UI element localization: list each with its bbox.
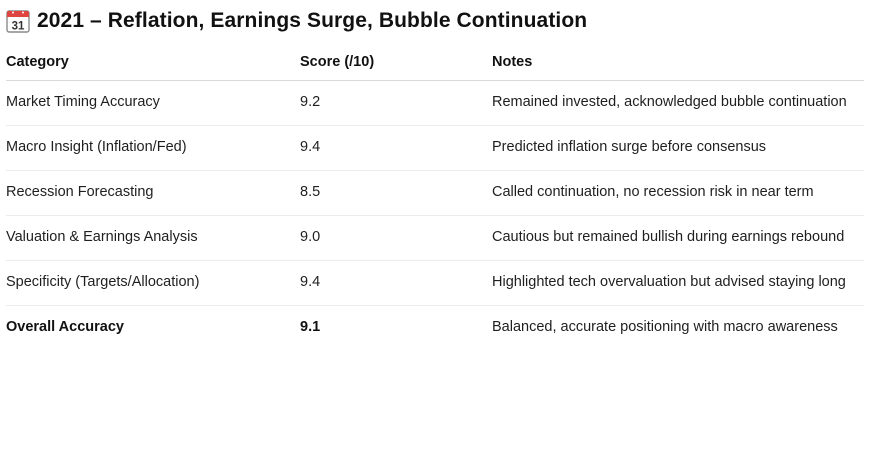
score-cell: 9.4 (300, 274, 321, 290)
page-title: 2021 – Reflation, Earnings Surge, Bubble… (37, 9, 588, 32)
calendar-icon: 31 (6, 10, 30, 33)
notes-cell: Predicted inflation surge before consens… (492, 139, 767, 155)
calendar-icon-day: 31 (12, 21, 25, 33)
notes-cell-overall: Balanced, accurate positioning with macr… (492, 319, 838, 335)
column-header-notes: Notes (492, 44, 864, 81)
score-cell: 9.2 (300, 94, 321, 110)
table-row: Recession Forecasting 8.5 Called continu… (6, 170, 864, 216)
table-header-row: Category Score (/10) Notes (6, 44, 864, 81)
category-cell: Specificity (Targets/Allocation) (6, 274, 200, 290)
category-cell: Recession Forecasting (6, 184, 154, 200)
score-cell: 9.0 (300, 229, 321, 245)
notes-cell: Cautious but remained bullish during ear… (492, 229, 845, 245)
table-row: Specificity (Targets/Allocation) 9.4 Hig… (6, 260, 864, 306)
table-row: Macro Insight (Inflation/Fed) 9.4 Predic… (6, 125, 864, 171)
table-row: Valuation & Earnings Analysis 9.0 Cautio… (6, 215, 864, 261)
accuracy-table: Category Score (/10) Notes Market Timing… (6, 44, 864, 350)
notes-cell: Remained invested, acknowledged bubble c… (492, 94, 847, 110)
score-cell: 9.4 (300, 139, 321, 155)
score-cell-overall: 9.1 (300, 319, 321, 335)
category-cell: Valuation & Earnings Analysis (6, 229, 198, 245)
notes-cell: Highlighted tech overvaluation but advis… (492, 274, 846, 290)
category-cell: Market Timing Accuracy (6, 94, 160, 110)
table-row: Market Timing Accuracy 9.2 Remained inve… (6, 80, 864, 126)
page-title-row: 31 2021 – Reflation, Earnings Surge, Bub… (6, 6, 587, 36)
column-header-score: Score (/10) (300, 44, 492, 81)
table-row-overall: Overall Accuracy 9.1 Balanced, accurate … (6, 306, 864, 351)
column-header-category: Category (6, 44, 300, 81)
category-cell-overall: Overall Accuracy (6, 319, 124, 335)
category-cell: Macro Insight (Inflation/Fed) (6, 139, 187, 155)
score-cell: 8.5 (300, 184, 321, 200)
notes-cell: Called continuation, no recession risk i… (492, 184, 814, 200)
